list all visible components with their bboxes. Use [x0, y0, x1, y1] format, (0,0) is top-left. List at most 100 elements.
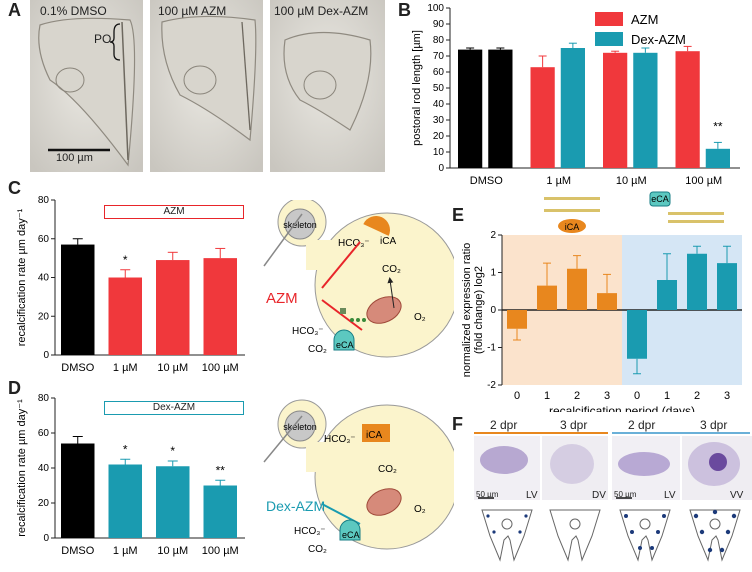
micrograph-label-dmso: 0.1% DMSO [40, 4, 107, 18]
chart-e-x-tick-label: 1 [544, 390, 550, 402]
panel-f-header-1: 2 dpr [490, 418, 518, 432]
chart-b-legend-label: AZM [631, 12, 658, 27]
panel-letter-d: D [8, 378, 21, 398]
chart-c-bar [61, 244, 95, 355]
drug-label-azm: AZM [266, 290, 298, 307]
chart-d-annotation: ** [216, 463, 226, 477]
chart-d-x-tick-label: DMSO [61, 545, 94, 557]
chart-b-y-label: postoral rod length [µm] [411, 30, 423, 146]
drug-label-dex: Dex-AZM [266, 498, 326, 514]
skeleton-label: skeleton [283, 220, 317, 230]
chart-e-membrane [544, 197, 600, 200]
micrograph-label-azm: 100 µM AZM [158, 4, 227, 18]
chart-d-annotation: * [123, 442, 128, 456]
panel-f-images [474, 436, 752, 562]
chart-e-x-tick-label: 3 [604, 390, 610, 402]
chart-b-y-tick-label: 30 [433, 115, 445, 126]
chart-c-y-label: recalcification rate µm day⁻¹ [16, 208, 28, 346]
chart-b-bar [560, 48, 585, 168]
chart-e-x-tick-label: 2 [574, 390, 580, 402]
chart-c: 0 20 40 60 80 recalcification rate µm day⁻¹ DM… [16, 195, 245, 374]
co2-label: CO₂ [382, 264, 401, 275]
chart-b-legend-swatch [595, 32, 623, 46]
ica-label: iCA [380, 236, 396, 247]
chart-b-x-tick-label: 1 µM [546, 175, 571, 187]
chart-e-bar [657, 280, 677, 310]
chart-c-y-tick-label: 40 [38, 273, 50, 284]
chart-e-x-tick-label: 1 [664, 390, 670, 402]
chart-e-bar [537, 285, 557, 310]
chart-e-y-tick-label: -2 [487, 380, 496, 391]
eca-label: eCA [336, 340, 354, 350]
eca-label-2: eCA [342, 530, 360, 540]
panel-letter-c: C [8, 178, 21, 198]
stain-3 [618, 452, 670, 476]
chart-b-y-tick-label: 100 [427, 3, 444, 14]
panel-a-micrographs [30, 0, 385, 172]
stain-1 [480, 446, 528, 474]
chart-b-bar [705, 148, 730, 168]
chart-b-bar [633, 52, 658, 168]
stain-4-core [709, 453, 727, 471]
panel-letter-f: F [452, 414, 463, 434]
chart-d-x-tick-label: 1 µM [113, 545, 138, 557]
chart-b-legend-swatch [595, 12, 623, 26]
chart-b-legend-label: Dex-AZM [631, 32, 686, 47]
chart-b-annotation: ** [713, 119, 723, 133]
chart-d-x-tick-label: 100 µM [202, 545, 239, 557]
chart-e-x-label: recalcification period (days) [549, 404, 695, 412]
chart-c-x-tick-label: DMSO [61, 362, 94, 374]
o2-label: O₂ [414, 312, 426, 323]
chart-b-x-tick-label: 100 µM [685, 175, 722, 187]
panel-f-header-3: 2 dpr [628, 418, 656, 432]
chart-c-annotation: * [123, 253, 128, 267]
ica-enzyme [363, 216, 390, 236]
chart-e-eca-label: eCA [651, 194, 669, 204]
chart-e-bar [567, 268, 587, 310]
chart-d-y-tick-label: 80 [38, 393, 50, 404]
stain-2 [550, 444, 594, 484]
panel-f-scale-2: 50 µm [614, 490, 637, 499]
panel-letter-e: E [452, 205, 465, 225]
o2-label-2: O₂ [414, 504, 426, 515]
chart-e-x-tick-label: 3 [724, 390, 730, 402]
panel-f-header-4: 3 dpr [700, 418, 728, 432]
scale-label: 100 µm [56, 152, 93, 164]
chart-e-y-label-2: (fold change) log2 [473, 266, 485, 354]
panel-f-header-2: 3 dpr [560, 418, 588, 432]
po-label: PO [94, 32, 112, 46]
chart-b-x-tick-label: 10 µM [616, 175, 647, 187]
larva-shape-dex [283, 31, 372, 131]
chart-d-bar [203, 485, 237, 538]
chart-b-y-tick-label: 90 [433, 19, 445, 30]
chart-d-bar [61, 443, 95, 538]
panel-f-view-4: VV [730, 490, 744, 501]
schematic-1 [481, 509, 533, 562]
hco3-out-label-2: HCO₃⁻ [294, 526, 326, 537]
skeleton-label-2: skeleton [283, 422, 317, 432]
chart-c-bar [108, 277, 142, 355]
chart-c-bar [203, 258, 237, 355]
chart-e-bar [597, 293, 617, 310]
chart-b-bar [603, 52, 628, 168]
chart-e-eca-icon [649, 191, 671, 207]
chart-c-y-tick-label: 60 [38, 234, 50, 245]
chart-d-bar [156, 466, 190, 538]
chart-e-x-tick-label: 0 [634, 390, 640, 402]
schematic-2 [549, 509, 601, 562]
chart-d-y-tick-label: 60 [38, 428, 50, 439]
co2-out-label-2: CO₂ [308, 544, 327, 555]
po-bracket [109, 23, 121, 61]
chart-c-bar [156, 260, 190, 355]
chart-b-y-tick-label: 50 [433, 83, 445, 94]
chart-e-x-tick-label: 0 [514, 390, 520, 402]
chart-c-y-tick-label: 0 [43, 350, 49, 361]
chart-e: -2 -1 0 1 2 0 1 2 3 0 1 2 3 recalcification period (d… [461, 191, 742, 412]
chart-e-y-tick-label: -1 [487, 343, 496, 354]
larva-shape-azm [161, 15, 257, 142]
chart-e-bar [687, 253, 707, 310]
chart-e-y-label: normalized expression ratio [461, 243, 473, 378]
chart-e-y-tick-label: 1 [490, 268, 496, 279]
panel-f-scale-1: 50 µm [476, 490, 499, 499]
chart-b-y-tick-label: 20 [433, 131, 445, 142]
